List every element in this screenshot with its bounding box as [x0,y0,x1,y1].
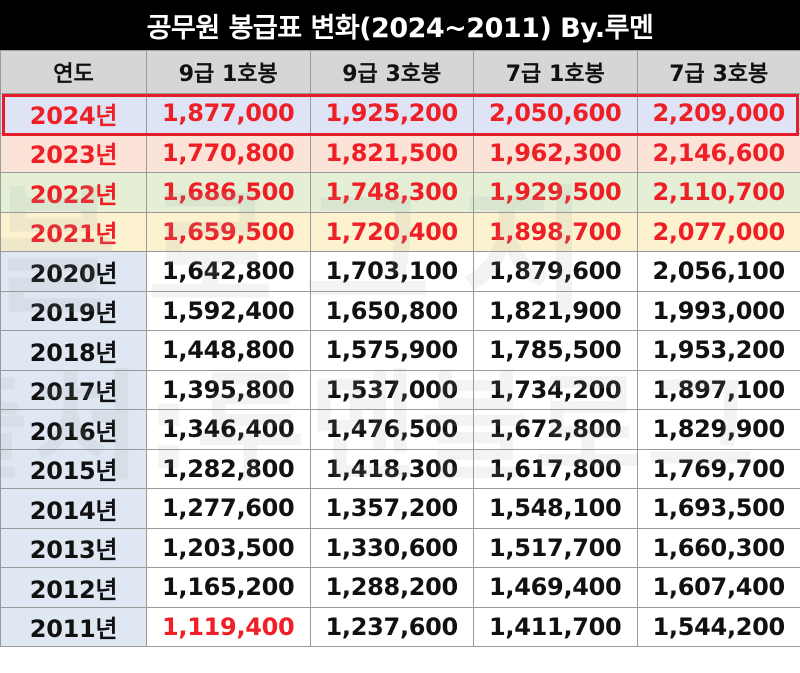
year-cell: 2016년 [0,409,147,450]
year-cell: 2019년 [0,290,147,331]
salary-cell: 1,288,200 [309,567,474,608]
salary-cell: 2,056,100 [636,251,800,292]
salary-cell: 1,748,300 [309,172,474,213]
salary-cell: 1,282,800 [146,448,311,489]
salary-cell: 1,642,800 [146,251,311,292]
column-header-grade: 9급 3호봉 [309,50,474,94]
salary-cell: 1,448,800 [146,330,311,371]
salary-cell: 1,953,200 [636,330,800,371]
salary-cell: 2,209,000 [636,93,800,134]
salary-cell: 1,770,800 [146,132,311,173]
salary-cell: 1,877,000 [146,93,311,134]
salary-cell: 1,537,000 [309,369,474,410]
salary-cell: 1,993,000 [636,290,800,331]
table-row: 2018년 1,448,800 1,575,900 1,785,500 1,953,20… [0,330,800,371]
salary-cell: 1,829,900 [636,409,800,450]
salary-cell: 1,411,700 [473,606,638,647]
salary-cell: 1,617,800 [473,448,638,489]
salary-cell: 1,703,100 [309,251,474,292]
salary-cell: 1,897,100 [636,369,800,410]
table-header-row: 연도 9급 1호봉 9급 3호봉 7급 1호봉 7급 3호봉 [0,50,800,94]
salary-cell: 1,575,900 [309,330,474,371]
salary-cell: 1,476,500 [309,409,474,450]
salary-cell: 1,277,600 [146,488,311,529]
salary-cell: 1,898,700 [473,211,638,252]
figure-title: 공무원 봉급표 변화(2024~2011) By.루멘 [0,0,800,50]
salary-cell: 1,879,600 [473,251,638,292]
salary-cell: 1,925,200 [309,93,474,134]
salary-table: 연도 9급 1호봉 9급 3호봉 7급 1호봉 7급 3호봉 2024년 1,877,00… [0,50,800,647]
year-cell: 2022년 [0,172,147,213]
salary-cell: 1,469,400 [473,567,638,608]
salary-cell: 1,395,800 [146,369,311,410]
salary-cell: 1,119,400 [146,606,311,647]
table-row: 2014년 1,277,600 1,357,200 1,548,100 1,693,50… [0,488,800,529]
table-row: 2011년 1,119,400 1,237,600 1,411,700 1,544,20… [0,606,800,647]
year-cell: 2024년 [0,93,147,134]
table-row: 2016년 1,346,400 1,476,500 1,672,800 1,829,90… [0,409,800,450]
salary-cell: 1,357,200 [309,488,474,529]
year-cell: 2021년 [0,211,147,252]
salary-cell: 1,720,400 [309,211,474,252]
salary-cell: 1,659,500 [146,211,311,252]
salary-cell: 1,693,500 [636,488,800,529]
table-row: 2023년 1,770,800 1,821,500 1,962,300 2,146,60… [0,132,800,173]
year-cell: 2013년 [0,527,147,568]
salary-cell: 1,821,900 [473,290,638,331]
table-row: 2013년 1,203,500 1,330,600 1,517,700 1,660,30… [0,527,800,568]
salary-cell: 1,769,700 [636,448,800,489]
salary-cell: 2,050,600 [473,93,638,134]
year-cell: 2015년 [0,448,147,489]
year-cell: 2018년 [0,330,147,371]
salary-cell: 2,110,700 [636,172,800,213]
salary-cell: 1,929,500 [473,172,638,213]
column-header-grade: 9급 1호봉 [146,50,311,94]
table-row: 2020년 1,642,800 1,703,100 1,879,600 2,056,10… [0,251,800,292]
table-row: 2015년 1,282,800 1,418,300 1,617,800 1,769,70… [0,448,800,489]
table-row: 2019년 1,592,400 1,650,800 1,821,900 1,993,00… [0,290,800,331]
table-row: 2021년 1,659,500 1,720,400 1,898,700 2,077,00… [0,211,800,252]
year-cell: 2011년 [0,606,147,647]
salary-cell: 1,203,500 [146,527,311,568]
salary-cell: 1,346,400 [146,409,311,450]
year-cell: 2020년 [0,251,147,292]
salary-cell: 1,734,200 [473,369,638,410]
salary-cell: 1,517,700 [473,527,638,568]
column-header-grade: 7급 1호봉 [473,50,638,94]
salary-cell: 1,548,100 [473,488,638,529]
salary-cell: 1,330,600 [309,527,474,568]
table-row: 2017년 1,395,800 1,537,000 1,734,200 1,897,10… [0,369,800,410]
salary-cell: 1,821,500 [309,132,474,173]
column-header-year: 연도 [0,50,147,94]
table-body: 2024년 1,877,000 1,925,200 2,050,600 2,209,00… [0,93,800,647]
salary-cell: 1,418,300 [309,448,474,489]
salary-cell: 1,165,200 [146,567,311,608]
year-cell: 2012년 [0,567,147,608]
year-cell: 2014년 [0,488,147,529]
table-row: 2022년 1,686,500 1,748,300 1,929,500 2,110,70… [0,172,800,213]
salary-cell: 1,650,800 [309,290,474,331]
salary-cell: 1,237,600 [309,606,474,647]
column-header-grade: 7급 3호봉 [636,50,800,94]
salary-cell: 2,077,000 [636,211,800,252]
year-cell: 2023년 [0,132,147,173]
salary-cell: 1,544,200 [636,606,800,647]
salary-cell: 1,660,300 [636,527,800,568]
salary-cell: 1,686,500 [146,172,311,213]
salary-cell: 1,962,300 [473,132,638,173]
salary-cell: 1,672,800 [473,409,638,450]
table-row: 2024년 1,877,000 1,925,200 2,050,600 2,209,00… [0,93,800,134]
salary-cell: 1,785,500 [473,330,638,371]
salary-cell: 1,607,400 [636,567,800,608]
table-row: 2012년 1,165,200 1,288,200 1,469,400 1,607,40… [0,567,800,608]
salary-cell: 2,146,600 [636,132,800,173]
salary-cell: 1,592,400 [146,290,311,331]
year-cell: 2017년 [0,369,147,410]
